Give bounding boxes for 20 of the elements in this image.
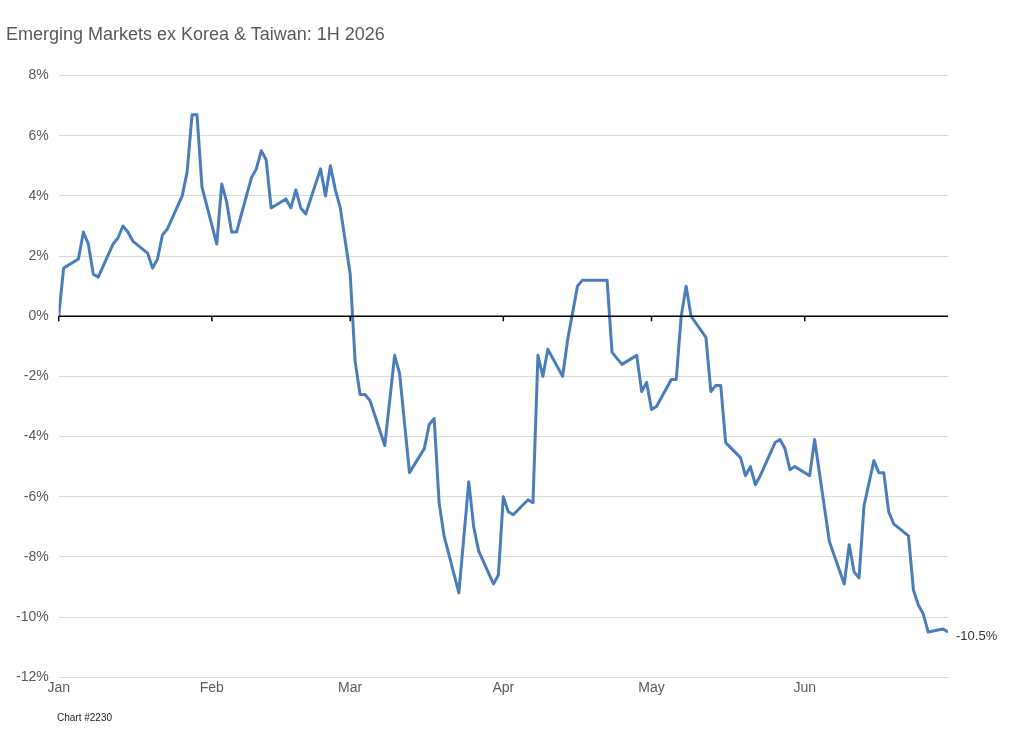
y-tick-label: -4% [23,427,49,444]
y-tick-label: -12% [16,668,49,685]
y-tick-label: -2% [23,367,49,384]
y-tick-label: 0% [28,307,49,324]
x-tick-label: Jan [47,679,70,696]
x-tick-label: Mar [338,679,363,696]
y-tick-label: 8% [28,66,49,83]
y-tick-label: 4% [28,186,49,203]
data-label: -10.5% [956,627,998,643]
text: Chart #2230 [57,712,113,723]
x-tick-label: Apr [492,679,515,696]
y-tick-label: -6% [23,487,49,504]
y-tick-label: -10% [16,607,49,624]
y-tick-label: 6% [28,126,49,143]
y-tick-label: 2% [28,246,49,263]
chart-title: Emerging Markets ex Korea & Taiwan: 1H 2026 [6,23,385,44]
y-tick-label: -8% [23,547,49,564]
x-tick-label: Feb [199,679,225,696]
x-tick-label: Jun [793,679,817,696]
x-tick-label: May [638,679,665,696]
